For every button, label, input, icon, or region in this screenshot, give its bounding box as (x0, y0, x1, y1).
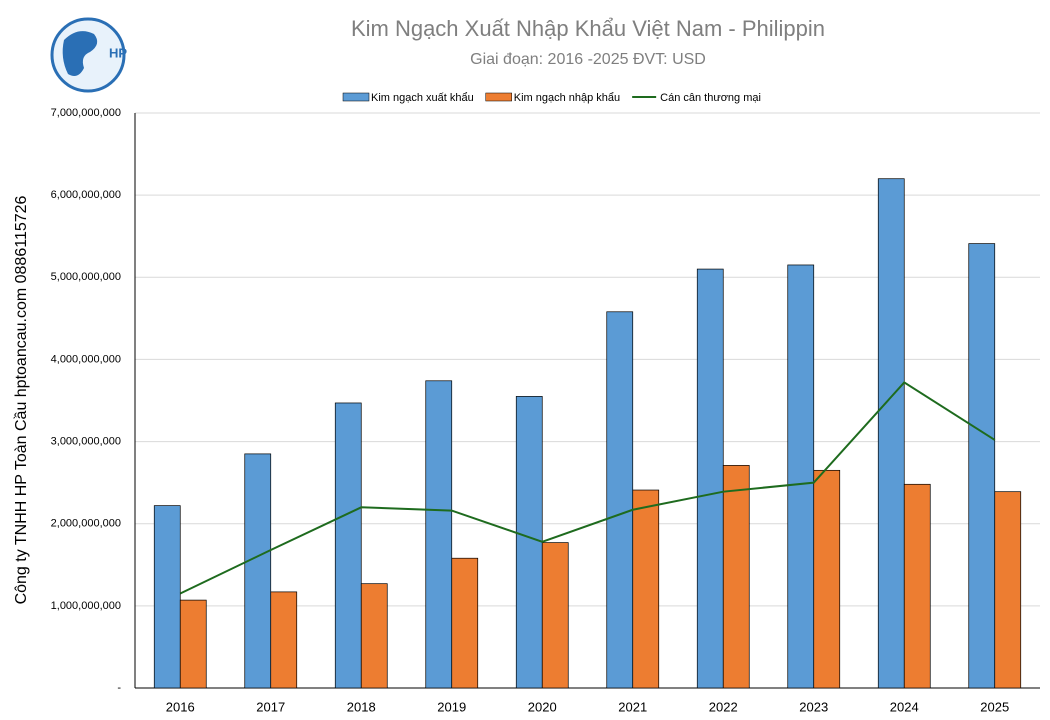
y-tick-label: 4,000,000,000 (51, 353, 121, 365)
legend-swatch (342, 92, 370, 102)
bar (425, 380, 453, 689)
x-tick-label: 2024 (890, 699, 919, 714)
bar (722, 465, 750, 689)
bar (153, 505, 181, 689)
bar (270, 591, 298, 689)
x-tick-label: 2020 (528, 699, 557, 714)
legend-swatch (485, 92, 512, 102)
legend-label: Kim ngạch nhập khẩu (514, 92, 620, 104)
logo-land (62, 31, 98, 76)
bar (179, 599, 207, 689)
bar (696, 268, 724, 689)
bar (632, 489, 660, 689)
y-tick-label: 1,000,000,000 (51, 600, 121, 612)
line (179, 381, 996, 595)
bar (787, 264, 815, 689)
bar (334, 402, 362, 689)
y-tick-label: 5,000,000,000 (51, 271, 121, 283)
y-tick-label: 3,000,000,000 (51, 435, 121, 447)
x-tick-label: 2021 (618, 699, 647, 714)
bar (877, 178, 905, 689)
bar (515, 396, 543, 689)
y-tick-label: 2,000,000,000 (51, 518, 121, 530)
legend-label: Kim ngạch xuất khẩu (371, 92, 474, 104)
bar (903, 483, 931, 689)
bar (360, 583, 388, 689)
legend-label: Cán cân thương mại (660, 92, 761, 104)
bar (994, 491, 1022, 689)
x-tick-label: 2025 (980, 699, 1009, 714)
y-tick-label: 7,000,000,000 (51, 107, 121, 119)
bar (451, 557, 479, 689)
x-tick-label: 2023 (799, 699, 828, 714)
x-tick-label: 2019 (437, 699, 466, 714)
chart-subtitle: Giai đoạn: 2016 -2025 ĐVT: USD (470, 51, 706, 68)
logo-text: HP (109, 45, 127, 60)
chart-title: Kim Ngạch Xuất Nhập Khẩu Việt Nam - Phil… (351, 16, 825, 41)
y-tick-label: - (117, 682, 121, 694)
bar (968, 243, 996, 689)
y-tick-label: 6,000,000,000 (51, 189, 121, 201)
bar (813, 469, 841, 689)
x-tick-label: 2022 (709, 699, 738, 714)
bar (606, 311, 634, 689)
y-axis-label: Công ty TNHH HP Toàn Cầu hptoancau.com 0… (13, 195, 30, 604)
logo: HP (50, 17, 127, 93)
x-tick-label: 2018 (347, 699, 376, 714)
bar (244, 453, 272, 689)
x-tick-label: 2016 (166, 699, 195, 714)
x-tick-label: 2017 (256, 699, 285, 714)
bar (541, 542, 569, 689)
